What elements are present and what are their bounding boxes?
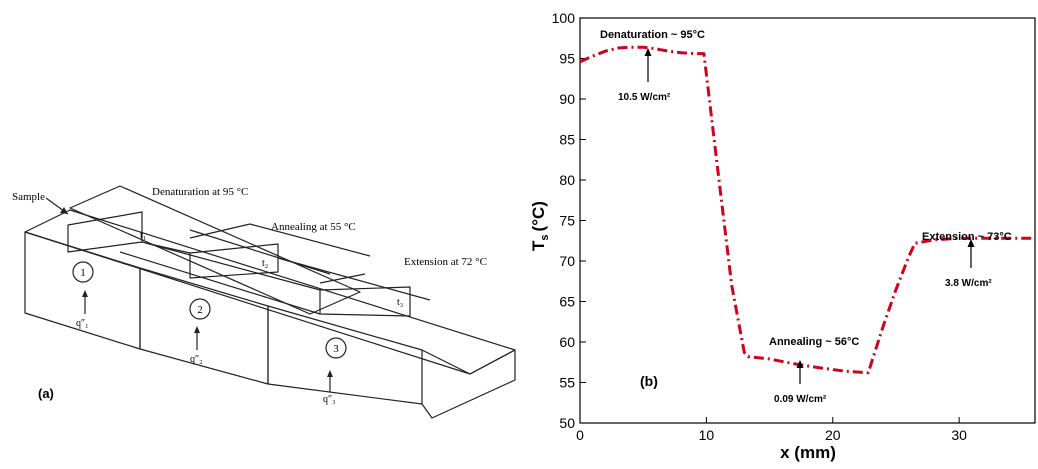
device-schematic-panel: Sample Denaturation at 95 °C Annealing a… [12,185,516,419]
temperature-chart: 50 55 60 65 70 75 80 85 90 95 100 0 10 20 30 x (mm) Ts… [529,10,1036,462]
temperature-chart-panel: 50 55 60 65 70 75 80 85 90 95 100 0 10 20 30 x (mm) Ts… [529,0,1038,464]
channel-1 [67,211,143,253]
annotation-extension: Extension ~ 73°C [922,231,1012,243]
y-tick-label-75: 75 [559,213,575,229]
sample-label: Sample [12,191,45,203]
zone-circle-2 [189,298,211,320]
groove-7 [277,257,431,301]
heat-flux-label-3: q″₃ [323,394,336,405]
x-tick-label-10: 10 [699,427,715,443]
annotation-flux-annealing: 0.09 W/cm² [774,394,827,405]
temperature-series-line-0 [579,45,1035,375]
channel-label-3: t₃ [397,297,403,308]
x-axis-label: x (mm) [780,443,836,462]
front-face-2 [139,267,269,385]
y-axis-label-subscript: s [539,234,551,240]
zone-number-1: 1 [80,267,86,279]
groove-1 [119,251,321,315]
groove-8 [319,273,366,284]
front-face-3 [267,305,423,405]
y-tick-label-100: 100 [552,10,576,26]
zone-label-extension: Extension at 72 °C [404,256,487,268]
groove-3 [189,229,331,275]
groove-4 [149,243,191,254]
annotation-annealing: Annealing ~ 56°C [769,336,859,348]
y-axis-label-main: T [530,240,548,251]
annotation-arrowhead-annealing [796,360,804,368]
right-step [421,349,516,419]
front-slab-top [24,209,516,375]
heat-flux-label-1: q″₁ [76,318,89,329]
groove-6 [249,223,371,257]
y-tick-label-65: 65 [559,294,575,310]
y-tick-label-80: 80 [559,172,575,188]
groove-2 [141,241,321,291]
y-axis-label-unit: (°C) [530,201,548,231]
channel-3 [319,286,411,317]
x-tick-label-30: 30 [951,427,967,443]
y-tick-label-55: 55 [559,375,575,391]
zone-number-3: 3 [333,343,339,355]
heat-flux-label-2: q″₂ [190,354,203,365]
annotation-flux-denaturation: 10.5 W/cm² [618,92,671,103]
sample-arrowhead [60,207,68,214]
channel-2 [189,243,279,279]
y-tick-label-50: 50 [559,415,575,431]
zone-label-annealing: Annealing at 55 °C [271,221,356,233]
groove-5 [189,223,251,239]
y-tick-label-90: 90 [559,91,575,107]
panel-a-label: (a) [38,386,54,401]
flux-arrowhead-3 [327,370,333,377]
channel-label-1: t₁ [140,230,146,241]
device-schematic: Sample Denaturation at 95 °C Annealing a… [12,185,516,419]
flux-arrowhead-2 [194,326,200,333]
y-axis-label: Ts (°C) [530,201,551,251]
annotation-denaturation: Denaturation ~ 95°C [600,29,705,41]
y-tick-label-95: 95 [559,51,575,67]
zone-circle-3 [325,337,347,359]
x-tick-label-20: 20 [825,427,841,443]
y-tick-label-70: 70 [559,253,575,269]
y-tick-label-85: 85 [559,132,575,148]
zone-label-denaturation: Denaturation at 95 °C [152,186,248,198]
annotation-flux-extension: 3.8 W/cm² [945,278,992,289]
back-rail-top [69,185,361,315]
zone-number-2: 2 [197,304,203,316]
zone-circle-1 [72,261,94,283]
flux-arrowhead-1 [82,290,88,297]
panel-b-label: (b) [640,373,658,389]
annotation-arrowhead-denaturation [644,48,652,56]
channel-label-2: t₂ [262,258,268,269]
y-tick-label-60: 60 [559,334,575,350]
annotation-arrowhead-extension [967,239,975,247]
x-tick-label-0: 0 [576,427,584,443]
